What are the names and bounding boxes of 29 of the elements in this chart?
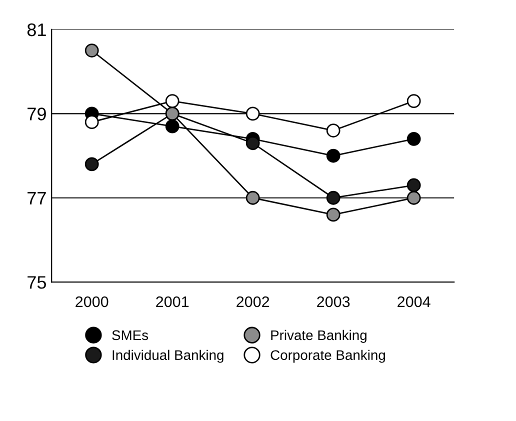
x-tick-label: 2000 bbox=[76, 296, 108, 308]
point bbox=[84, 44, 99, 58]
point bbox=[165, 119, 180, 134]
point bbox=[84, 157, 99, 172]
y-tick-label: 77 bbox=[28, 192, 46, 204]
point bbox=[326, 208, 340, 222]
point bbox=[165, 94, 180, 108]
point bbox=[326, 190, 340, 205]
y-tick-label: 79 bbox=[28, 108, 46, 120]
point bbox=[406, 190, 421, 205]
legend-label: Individual Banking bbox=[112, 350, 224, 363]
x-tick-label: 2004 bbox=[398, 296, 430, 308]
legend-label: SMEs bbox=[112, 330, 148, 340]
x-tick-label: 2001 bbox=[156, 296, 189, 308]
point bbox=[406, 132, 421, 146]
x-tick-label: 2003 bbox=[317, 296, 350, 308]
point bbox=[326, 124, 340, 138]
point bbox=[246, 136, 260, 150]
point bbox=[406, 94, 421, 108]
point bbox=[84, 115, 99, 130]
point bbox=[406, 178, 421, 192]
point bbox=[326, 148, 340, 163]
legend-label: Private Banking bbox=[271, 330, 366, 343]
x-tick-label: 2002 bbox=[236, 296, 270, 308]
point bbox=[246, 190, 260, 205]
point bbox=[246, 106, 260, 121]
y-tick-label: 75 bbox=[28, 276, 46, 289]
y-tick-label: 81 bbox=[27, 23, 46, 36]
legend-label: Corporate Banking bbox=[270, 350, 385, 363]
